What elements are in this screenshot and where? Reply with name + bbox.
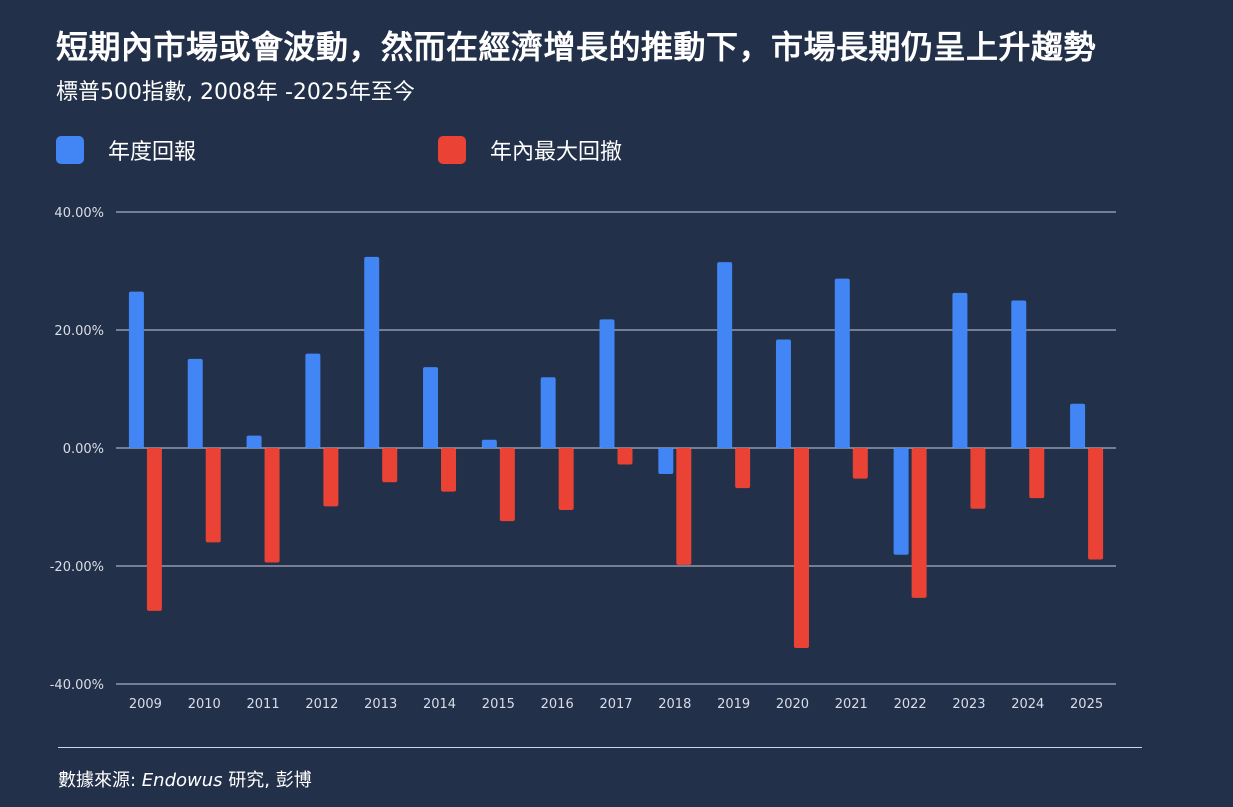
legend-swatch-annual-return — [56, 136, 84, 164]
x-tick-label: 2013 — [364, 697, 397, 712]
bar-chart: 40.00% 20.00% 0.00% -20.00% -40.00% 2009 2010 2… — [50, 206, 1116, 712]
bar-max-drawdown-2025 — [1088, 448, 1104, 560]
bar-max-drawdown-2011 — [264, 448, 280, 563]
bar-annual-return-2012 — [305, 353, 321, 448]
x-tick-label: 2019 — [717, 697, 750, 712]
bar-annual-return-2022 — [893, 448, 909, 555]
legend-label-annual-return: 年度回報 — [108, 140, 197, 165]
chart-subtitle: 標普500指數, 2008年 -2025年至今 — [56, 80, 415, 105]
bar-max-drawdown-2023 — [970, 448, 986, 509]
bar-annual-return-2010 — [187, 358, 203, 448]
bar-annual-return-2014 — [423, 367, 439, 448]
bar-max-drawdown-2021 — [852, 448, 868, 479]
bar-annual-return-2025 — [1070, 403, 1086, 448]
y-tick-label: 0.00% — [63, 442, 104, 457]
bar-annual-return-2018 — [658, 448, 674, 474]
x-tick-label: 2012 — [305, 697, 338, 712]
source-brand: Endowus — [141, 770, 223, 791]
bar-max-drawdown-2024 — [1029, 448, 1045, 499]
footer-divider — [58, 747, 1142, 748]
x-tick-label: 2020 — [776, 697, 809, 712]
x-tick-label: 2010 — [188, 697, 221, 712]
bar-annual-return-2019 — [717, 262, 733, 448]
bar-max-drawdown-2013 — [382, 448, 398, 483]
source-note: 數據來源: Endowus 研究, 彭博 — [58, 766, 312, 792]
bar-max-drawdown-2022 — [911, 448, 927, 598]
legend-label-max-drawdown: 年內最大回撤 — [490, 140, 623, 165]
x-tick-label: 2009 — [129, 697, 162, 712]
bar-annual-return-2013 — [364, 256, 380, 448]
bar-max-drawdown-2014 — [441, 448, 457, 492]
bar-max-drawdown-2016 — [558, 448, 574, 510]
y-tick-label: -40.00% — [50, 678, 104, 693]
x-tick-label: 2014 — [423, 697, 456, 712]
bar-max-drawdown-2017 — [617, 448, 633, 465]
x-tick-label: 2024 — [1011, 697, 1044, 712]
x-tick-label: 2016 — [541, 697, 574, 712]
x-tick-label: 2022 — [894, 697, 927, 712]
bar-annual-return-2024 — [1011, 300, 1027, 448]
bar-max-drawdown-2020 — [793, 448, 809, 649]
x-tick-label: 2015 — [482, 697, 515, 712]
bar-annual-return-2011 — [246, 435, 262, 448]
y-tick-label: 40.00% — [54, 206, 104, 221]
x-tick-label: 2021 — [835, 697, 868, 712]
bar-annual-return-2021 — [834, 278, 850, 448]
source-suffix: 研究, 彭博 — [222, 770, 312, 791]
bar-annual-return-2017 — [599, 319, 615, 448]
bar-max-drawdown-2009 — [146, 448, 162, 611]
bar-max-drawdown-2012 — [323, 448, 339, 507]
x-tick-label: 2023 — [952, 697, 985, 712]
bar-annual-return-2015 — [481, 439, 497, 448]
bar-annual-return-2020 — [775, 339, 791, 448]
bar-max-drawdown-2019 — [735, 448, 751, 489]
bar-max-drawdown-2018 — [676, 448, 692, 565]
legend-item-annual-return: 年度回報 — [56, 134, 196, 166]
source-prefix: 數據來源: — [58, 770, 142, 791]
chart-title: 短期內市場或會波動，然而在經濟增長的推動下，市場長期仍呈上升趨勢 — [56, 28, 1097, 66]
y-tick-label: 20.00% — [54, 324, 104, 339]
bar-max-drawdown-2015 — [499, 448, 515, 522]
bar-annual-return-2023 — [952, 292, 968, 448]
bar-annual-return-2016 — [540, 377, 556, 448]
x-tick-label: 2025 — [1070, 697, 1103, 712]
bar-annual-return-2009 — [128, 291, 144, 448]
bar-max-drawdown-2010 — [205, 448, 221, 543]
x-tick-label: 2018 — [658, 697, 691, 712]
legend-item-max-drawdown: 年內最大回撤 — [438, 134, 622, 166]
x-tick-label: 2011 — [247, 697, 280, 712]
legend-swatch-max-drawdown — [438, 136, 466, 164]
y-tick-label: -20.00% — [50, 560, 104, 575]
x-tick-label: 2017 — [599, 697, 632, 712]
